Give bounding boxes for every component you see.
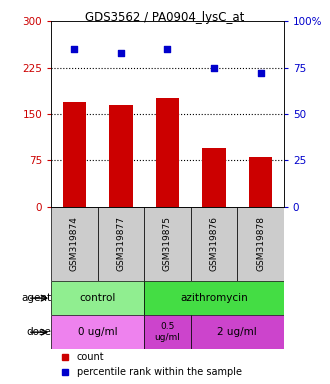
Text: GDS3562 / PA0904_lysC_at: GDS3562 / PA0904_lysC_at: [85, 11, 245, 24]
Text: agent: agent: [21, 293, 51, 303]
Text: GSM319878: GSM319878: [256, 217, 265, 271]
Text: percentile rank within the sample: percentile rank within the sample: [77, 367, 242, 377]
Bar: [191, 315, 284, 349]
Bar: [144, 315, 191, 349]
Bar: [202, 148, 226, 207]
Text: control: control: [80, 293, 116, 303]
Bar: [51, 207, 98, 281]
Bar: [144, 281, 284, 315]
Text: GSM319874: GSM319874: [70, 217, 79, 271]
Text: dose: dose: [26, 327, 51, 337]
Text: 0 ug/ml: 0 ug/ml: [78, 327, 117, 337]
Point: [258, 70, 263, 76]
Bar: [109, 105, 133, 207]
Text: GSM319877: GSM319877: [116, 217, 125, 271]
Bar: [51, 315, 144, 349]
Bar: [237, 207, 284, 281]
Text: 0.5
ug/ml: 0.5 ug/ml: [154, 323, 181, 342]
Bar: [98, 207, 144, 281]
Point: [72, 46, 77, 52]
Text: count: count: [77, 352, 104, 362]
Bar: [63, 102, 86, 207]
Point: [118, 50, 123, 56]
Bar: [156, 99, 179, 207]
Point: [211, 65, 216, 71]
Text: GSM319875: GSM319875: [163, 217, 172, 271]
Bar: [144, 207, 191, 281]
Text: 2 ug/ml: 2 ug/ml: [217, 327, 257, 337]
Text: GSM319876: GSM319876: [210, 217, 218, 271]
Text: azithromycin: azithromycin: [180, 293, 248, 303]
Bar: [51, 281, 144, 315]
Point: [165, 46, 170, 52]
Bar: [191, 207, 237, 281]
Bar: [249, 157, 272, 207]
